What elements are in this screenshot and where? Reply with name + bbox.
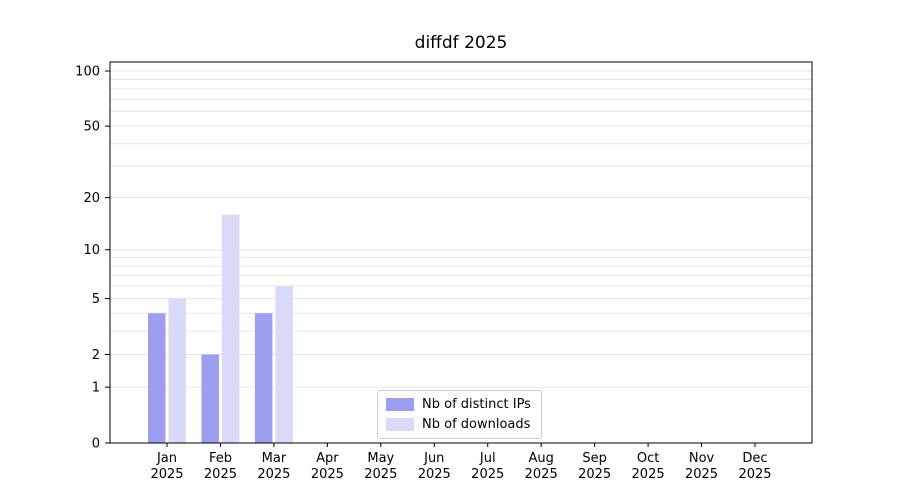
x-axis-tick-label-year: 2025: [150, 467, 183, 482]
y-axis-tick-label: 20: [83, 191, 100, 206]
x-axis-tick-label-month: Dec: [742, 451, 767, 466]
legend-label-downloads: Nb of downloads: [422, 417, 531, 432]
plot-border: [109, 61, 813, 444]
legend-swatch-downloads: [386, 418, 414, 431]
y-axis-tick-label: 10: [83, 243, 100, 258]
bar-downloads: [221, 214, 240, 443]
x-axis-tick-label-month: Aug: [528, 451, 553, 466]
x-axis-tick-label-month: Oct: [637, 451, 659, 466]
x-axis-tick-label-month: Nov: [689, 451, 715, 466]
x-axis-tick-label-year: 2025: [578, 467, 611, 482]
x-axis-tick-label-month: Jan: [156, 451, 177, 466]
x-axis-tick-label-month: Jul: [479, 451, 496, 466]
legend: Nb of distinct IPs Nb of downloads: [377, 390, 542, 439]
legend-item-downloads: Nb of downloads: [386, 417, 531, 432]
y-axis-tick-label: 1: [92, 381, 100, 396]
x-axis-tick-label-year: 2025: [364, 467, 397, 482]
x-axis-tick-label-year: 2025: [204, 467, 237, 482]
x-axis-tick-label-year: 2025: [525, 467, 558, 482]
x-axis-tick-label-year: 2025: [311, 467, 344, 482]
bar-distinct-ips: [148, 313, 166, 443]
x-axis-tick-label-month: Jun: [423, 451, 444, 466]
bar-downloads: [168, 298, 186, 443]
y-axis-tick-label: 2: [92, 348, 100, 363]
x-axis-tick-label-year: 2025: [471, 467, 504, 482]
x-axis-tick-label-month: Apr: [316, 451, 339, 466]
x-axis-tick-label-month: May: [367, 451, 394, 466]
x-axis-tick-label-year: 2025: [418, 467, 451, 482]
y-axis-tick-label: 0: [92, 437, 100, 452]
legend-swatch-distinct-ips: [386, 398, 414, 411]
bar-distinct-ips: [254, 313, 273, 443]
bar-downloads: [275, 286, 293, 443]
y-axis-tick-label: 100: [75, 65, 100, 80]
y-axis-tick-label: 50: [83, 120, 100, 135]
bar-distinct-ips: [201, 354, 219, 443]
x-axis-tick-label-month: Sep: [582, 451, 607, 466]
x-axis-tick-label-month: Feb: [209, 451, 232, 466]
x-axis-tick-label-year: 2025: [632, 467, 665, 482]
x-axis-tick-label-year: 2025: [257, 467, 290, 482]
y-axis-tick-label: 5: [92, 292, 100, 307]
x-axis-tick-label-year: 2025: [685, 467, 718, 482]
legend-label-distinct-ips: Nb of distinct IPs: [422, 397, 531, 412]
x-axis-tick-label-year: 2025: [738, 467, 771, 482]
legend-item-distinct-ips: Nb of distinct IPs: [386, 397, 531, 412]
chart-title: diffdf 2025: [414, 33, 508, 53]
x-axis-tick-label-month: Mar: [262, 451, 287, 466]
